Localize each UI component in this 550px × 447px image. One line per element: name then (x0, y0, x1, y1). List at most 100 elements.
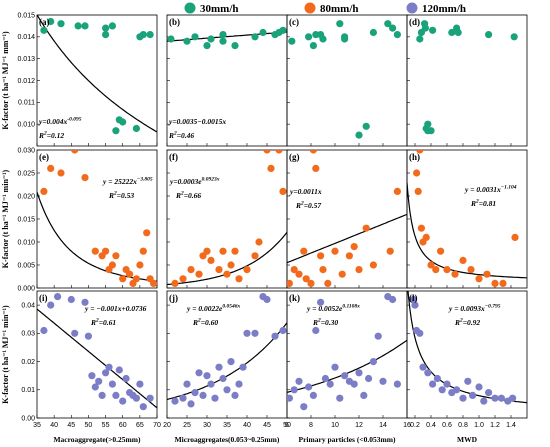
data-point (219, 30, 227, 39)
r-squared-symbol: R (312, 318, 318, 327)
data-point (499, 279, 507, 287)
panel-frame (406, 290, 528, 419)
x-tick-label: 6 (285, 422, 289, 429)
y-tick-label: 0.000 (17, 285, 35, 292)
data-point (139, 247, 147, 255)
data-point (497, 394, 505, 402)
x-axis-label: MWD (457, 435, 478, 444)
r-squared-value: =0.66 (184, 191, 202, 200)
data-point (312, 326, 320, 335)
data-point (355, 369, 363, 377)
data-point (485, 389, 493, 397)
data-point (451, 270, 459, 278)
r-squared-value: =0.81 (479, 199, 496, 208)
data-point (511, 233, 519, 241)
data-point (259, 28, 267, 37)
y-tick-label: 0.02 (21, 359, 35, 366)
data-point (305, 33, 313, 41)
data-point (203, 372, 211, 380)
data-point (47, 164, 55, 172)
data-point (112, 391, 120, 399)
data-point (459, 256, 467, 264)
data-point (105, 363, 113, 371)
panel-j: 20 25 30 35 40 45 50 (j) y = 0.0022e0.0546x R2=0.… (163, 290, 291, 429)
data-point (467, 266, 475, 274)
data-point (290, 386, 298, 394)
data-point (167, 35, 175, 43)
equation-exponent: 0.0923x (202, 177, 220, 183)
r-squared-value: =0.46 (177, 131, 195, 140)
data-point (187, 266, 195, 274)
legend-marker (406, 2, 418, 14)
data-point (219, 37, 227, 45)
r-squared-symbol: R (175, 191, 181, 200)
equation-text: y=0.0011x (289, 187, 322, 196)
data-point (443, 380, 451, 388)
data-point (379, 377, 387, 385)
data-point (369, 261, 377, 269)
data-point (115, 366, 123, 374)
data-point (40, 26, 48, 34)
x-axis-label: Primary particles (<0.053mm) (299, 435, 396, 444)
x-tick-label: 16 (403, 422, 411, 429)
data-point (409, 295, 417, 304)
data-point (475, 275, 483, 283)
data-point (305, 383, 313, 391)
data-point (469, 391, 477, 399)
fit-equation: y=0.0003e0.0923x (169, 177, 220, 187)
r-squared-value: =0.92 (463, 318, 481, 327)
data-point (231, 391, 239, 399)
data-point (360, 391, 368, 399)
x-axis-label: Microaggregates(0.053~0.25mm) (175, 435, 280, 444)
r-squared-symbol: R (454, 318, 460, 327)
data-point (413, 169, 421, 177)
data-point (108, 380, 116, 388)
data-point (47, 17, 55, 26)
r-squared-value: =0.57 (304, 201, 322, 210)
data-point (295, 377, 303, 385)
x-tick-label: 1.4 (506, 422, 516, 429)
data-point (227, 358, 235, 366)
data-point (207, 380, 215, 388)
panel-frame (286, 149, 408, 289)
data-point (40, 326, 48, 335)
legend-marker (184, 2, 196, 14)
y-tick-label: 0.03 (21, 331, 35, 338)
x-tick-label: 0.2 (410, 422, 420, 429)
data-point (309, 391, 317, 399)
data-point (393, 30, 401, 39)
y-tick-label: 0.005 (17, 262, 35, 269)
y-tick-label: 0.012 (17, 78, 35, 85)
data-point (139, 30, 147, 39)
fit-line (287, 213, 407, 264)
panel-label: (h) (409, 152, 420, 162)
data-point (355, 131, 363, 139)
data-point (424, 120, 432, 128)
panel-label: (a) (39, 17, 50, 27)
data-point (84, 332, 92, 340)
r-squared: R2=0.57 (295, 201, 321, 211)
data-point (393, 380, 401, 388)
data-point (122, 374, 130, 383)
fit-equation: y = 25222x−3.805 (102, 177, 153, 187)
data-point (203, 247, 211, 255)
data-point (47, 301, 55, 309)
r-squared-symbol: R (295, 201, 301, 210)
data-point (219, 374, 227, 383)
y-tick-label: 0.020 (17, 193, 35, 200)
fit-line (167, 322, 287, 401)
data-point (219, 247, 227, 255)
y-tick-label: 0.011 (18, 100, 35, 107)
r-squared: R2=0.53 (108, 191, 134, 201)
data-point (287, 394, 293, 402)
r-squared-symbol: R (38, 131, 44, 140)
data-point (443, 266, 451, 274)
data-point (355, 266, 363, 274)
panel-label: (l) (409, 293, 418, 303)
data-point (432, 266, 440, 274)
data-point (136, 261, 144, 269)
data-point (419, 363, 427, 371)
data-point (251, 329, 259, 337)
panel-label: (b) (169, 17, 180, 27)
fit-equation: y=0.004x-0.095 (38, 117, 82, 127)
